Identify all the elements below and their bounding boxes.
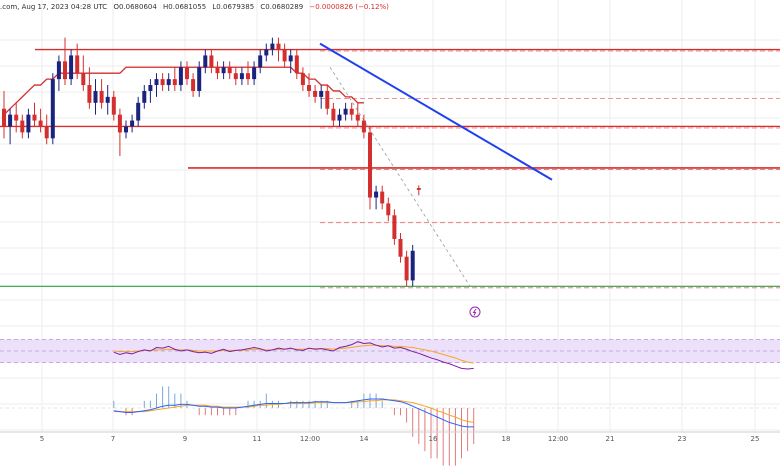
candle-body bbox=[416, 188, 421, 190]
candle-body bbox=[38, 120, 43, 127]
x-tick-label: 5 bbox=[40, 435, 44, 443]
macd-signal-line bbox=[113, 399, 474, 423]
candle-body bbox=[331, 108, 336, 121]
candle-body bbox=[404, 256, 409, 281]
candle-body bbox=[26, 114, 31, 133]
x-tick-label: 9 bbox=[183, 435, 187, 443]
candle-body bbox=[160, 79, 165, 86]
x-tick-label: 16 bbox=[429, 435, 438, 443]
candle-body bbox=[264, 49, 269, 56]
candle-body bbox=[124, 126, 128, 133]
candle-body bbox=[105, 96, 110, 103]
candle-body bbox=[288, 55, 293, 62]
candle-body bbox=[20, 120, 25, 133]
candle-body bbox=[270, 43, 275, 50]
candle-body bbox=[75, 55, 80, 74]
candle-body bbox=[361, 120, 366, 133]
candle-body bbox=[81, 73, 86, 86]
x-tick-label: 25 bbox=[751, 435, 760, 443]
candle-body bbox=[50, 79, 55, 139]
candle-body bbox=[410, 250, 415, 281]
macd-line bbox=[113, 398, 474, 428]
candle-body bbox=[300, 73, 305, 86]
candle-body bbox=[203, 55, 208, 68]
candle-body bbox=[227, 67, 232, 74]
candle-body bbox=[56, 61, 61, 80]
x-tick-label: 18 bbox=[502, 435, 511, 443]
candle-body bbox=[221, 67, 226, 74]
candle-body bbox=[349, 108, 354, 115]
candle-body bbox=[63, 61, 67, 80]
candle-body bbox=[368, 132, 372, 198]
x-tick-label: 7 bbox=[111, 435, 115, 443]
x-tick-label: 11 bbox=[253, 435, 262, 443]
x-tick-label: 21 bbox=[606, 435, 615, 443]
candle-body bbox=[99, 90, 104, 103]
x-tick-label: 23 bbox=[678, 435, 687, 443]
candle-body bbox=[32, 114, 37, 121]
candle-body bbox=[44, 126, 49, 139]
candle-body bbox=[87, 85, 92, 103]
candle-body bbox=[313, 90, 318, 97]
candle-body bbox=[386, 203, 391, 216]
candle-body bbox=[337, 114, 342, 121]
candle-body bbox=[392, 215, 397, 239]
low-value: L0.0679385 bbox=[212, 3, 255, 11]
candle-body bbox=[2, 108, 6, 127]
candle-body bbox=[178, 67, 183, 86]
candle-body bbox=[166, 79, 171, 86]
candle-body bbox=[185, 67, 189, 80]
candle-body bbox=[130, 120, 135, 127]
x-tick-label: 12:00 bbox=[548, 435, 568, 443]
close-value: C0.0680289 bbox=[260, 3, 304, 11]
candle-body bbox=[215, 67, 220, 74]
candle-body bbox=[374, 191, 379, 198]
rsi-band bbox=[0, 339, 780, 363]
candle-body bbox=[319, 90, 324, 97]
candle-body bbox=[69, 55, 74, 80]
candle-body bbox=[233, 73, 238, 80]
candle-body bbox=[294, 55, 299, 74]
candle-body bbox=[14, 114, 19, 121]
lightning-icon bbox=[472, 308, 477, 316]
candle-body bbox=[117, 114, 122, 133]
candle-body bbox=[191, 79, 196, 91]
candle-body bbox=[111, 96, 116, 115]
candle-body bbox=[172, 79, 177, 86]
bearish-trendline bbox=[319, 42, 553, 181]
candle-body bbox=[209, 55, 214, 68]
candle-body bbox=[246, 73, 250, 80]
candle-body bbox=[93, 90, 98, 103]
candle-body bbox=[258, 55, 263, 68]
candle-body bbox=[355, 114, 360, 121]
x-tick-label: 12:00 bbox=[300, 435, 320, 443]
candle-body bbox=[398, 238, 403, 257]
projection-line bbox=[329, 67, 471, 287]
candle-body bbox=[282, 49, 287, 62]
candle-body bbox=[8, 114, 13, 127]
change-value: −0.0000826 (−0.12%) bbox=[309, 3, 389, 11]
candle-body bbox=[136, 102, 141, 121]
candle-body bbox=[142, 90, 147, 103]
candle-body bbox=[343, 108, 348, 115]
source-fragment: .com, Aug 17, 2023 04:28 UTC bbox=[0, 3, 108, 11]
high-value: H0.0681055 bbox=[163, 3, 207, 11]
ohlc-header: .com, Aug 17, 2023 04:28 UTC O0.0680604 … bbox=[0, 0, 393, 14]
candle-body bbox=[252, 67, 257, 80]
candle-body bbox=[380, 191, 385, 204]
open-value: O0.0680604 bbox=[113, 3, 157, 11]
rsi-line bbox=[113, 341, 474, 370]
candle-body bbox=[325, 90, 330, 109]
candle-body bbox=[154, 79, 159, 86]
candle-body bbox=[307, 85, 311, 91]
candle-body bbox=[276, 43, 281, 50]
x-tick-label: 14 bbox=[360, 435, 369, 443]
candle-body bbox=[239, 73, 244, 80]
candle-body bbox=[148, 85, 153, 91]
candle-body bbox=[197, 67, 202, 91]
